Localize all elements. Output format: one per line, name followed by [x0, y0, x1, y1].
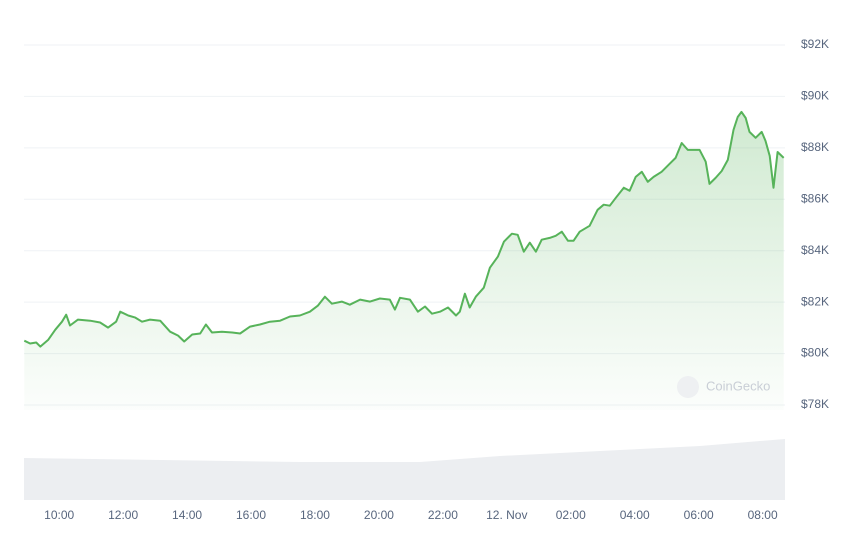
x-tick-label: 02:00 [556, 508, 586, 522]
price-line [23, 110, 785, 348]
grid: $78K $80K $82K $84K $86K $88K $90K $92K 10:00 12:… [24, 37, 829, 522]
y-tick-label: $92K [801, 37, 829, 51]
x-tick-label: 04:00 [620, 508, 650, 522]
y-tick-label: $80K [801, 346, 829, 360]
watermark-logo [677, 376, 699, 398]
watermark-text: CoinGecko [706, 378, 770, 393]
x-tick-label: 20:00 [364, 508, 394, 522]
x-tick-label: 14:00 [172, 508, 202, 522]
x-tick-label: 06:00 [684, 508, 714, 522]
x-tick-label: 22:00 [428, 508, 458, 522]
watermark: CoinGecko [677, 376, 770, 398]
x-tick-label: 10:00 [44, 508, 74, 522]
volume-band [24, 439, 785, 500]
x-tick-label: 12:00 [108, 508, 138, 522]
y-tick-label: $82K [801, 294, 829, 308]
x-tick-label: 18:00 [300, 508, 330, 522]
x-tick-label: 08:00 [748, 508, 778, 522]
x-tick-label: 16:00 [236, 508, 266, 522]
y-tick-label: $84K [801, 243, 829, 257]
y-tick-label: $86K [801, 191, 829, 205]
y-tick-label: $78K [801, 397, 829, 411]
price-area [24, 111, 784, 411]
y-tick-label: $90K [801, 89, 829, 103]
x-tick-label: 12. Nov [486, 508, 527, 522]
plot [23, 110, 785, 411]
y-tick-label: $88K [801, 140, 829, 154]
